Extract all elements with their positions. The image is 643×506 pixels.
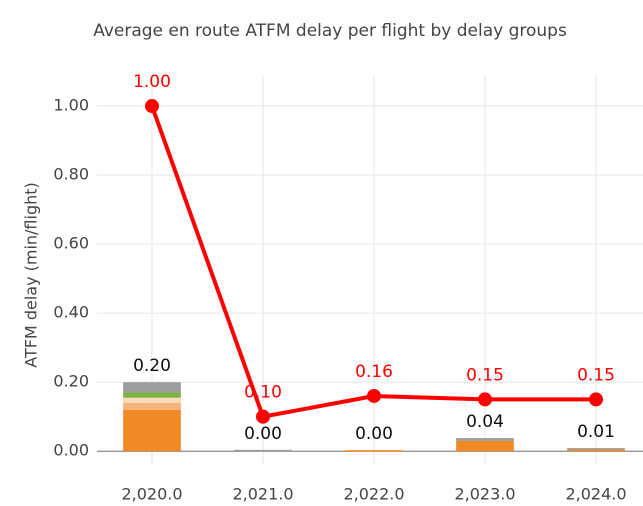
line-point (256, 409, 270, 424)
x-tick-label: 2,022.0 (343, 485, 404, 504)
y-tick-label: 0.40 (53, 303, 89, 322)
bar-segment (567, 448, 625, 450)
y-tick-label: 1.00 (53, 96, 89, 115)
total-label: 0.20 (133, 356, 171, 376)
line-point (589, 392, 603, 407)
y-axis-label: ATFM delay (min/flight) (22, 182, 41, 368)
total-label: 0.00 (244, 424, 282, 444)
line-value-label: 0.16 (355, 362, 393, 382)
y-tick-label: 0.20 (53, 372, 89, 391)
bar-segment (345, 450, 403, 452)
line-point (367, 388, 381, 403)
line-value-label: 0.10 (244, 383, 282, 403)
chart-title: Average en route ATFM delay per flight b… (93, 21, 567, 41)
line-point (478, 392, 492, 407)
line-value-label: 0.15 (466, 365, 504, 385)
x-tick-label: 2,023.0 (454, 485, 515, 504)
bar-segment (456, 440, 514, 452)
x-tick-label: 2,024.0 (565, 485, 626, 504)
bar-segment (123, 409, 181, 452)
bar-segment (123, 402, 181, 410)
line-value-label: 0.15 (577, 365, 615, 385)
bar-segment (234, 449, 292, 452)
line-value-label: 1.00 (133, 72, 171, 92)
line-point (145, 99, 159, 114)
bar-segment (123, 392, 181, 398)
y-tick-label: 0.80 (53, 165, 89, 184)
bar-segment (456, 438, 514, 441)
y-tick-label: 0.00 (53, 441, 89, 460)
bar-segment (567, 449, 625, 452)
total-label: 0.04 (466, 412, 504, 432)
y-tick-label: 0.60 (53, 234, 89, 253)
x-tick-label: 2,020.0 (121, 485, 182, 504)
bar-segment (123, 382, 181, 393)
x-tick-label: 2,021.0 (232, 485, 293, 504)
total-label: 0.01 (577, 422, 615, 442)
total-label: 0.00 (355, 424, 393, 444)
bar-segment (123, 397, 181, 403)
